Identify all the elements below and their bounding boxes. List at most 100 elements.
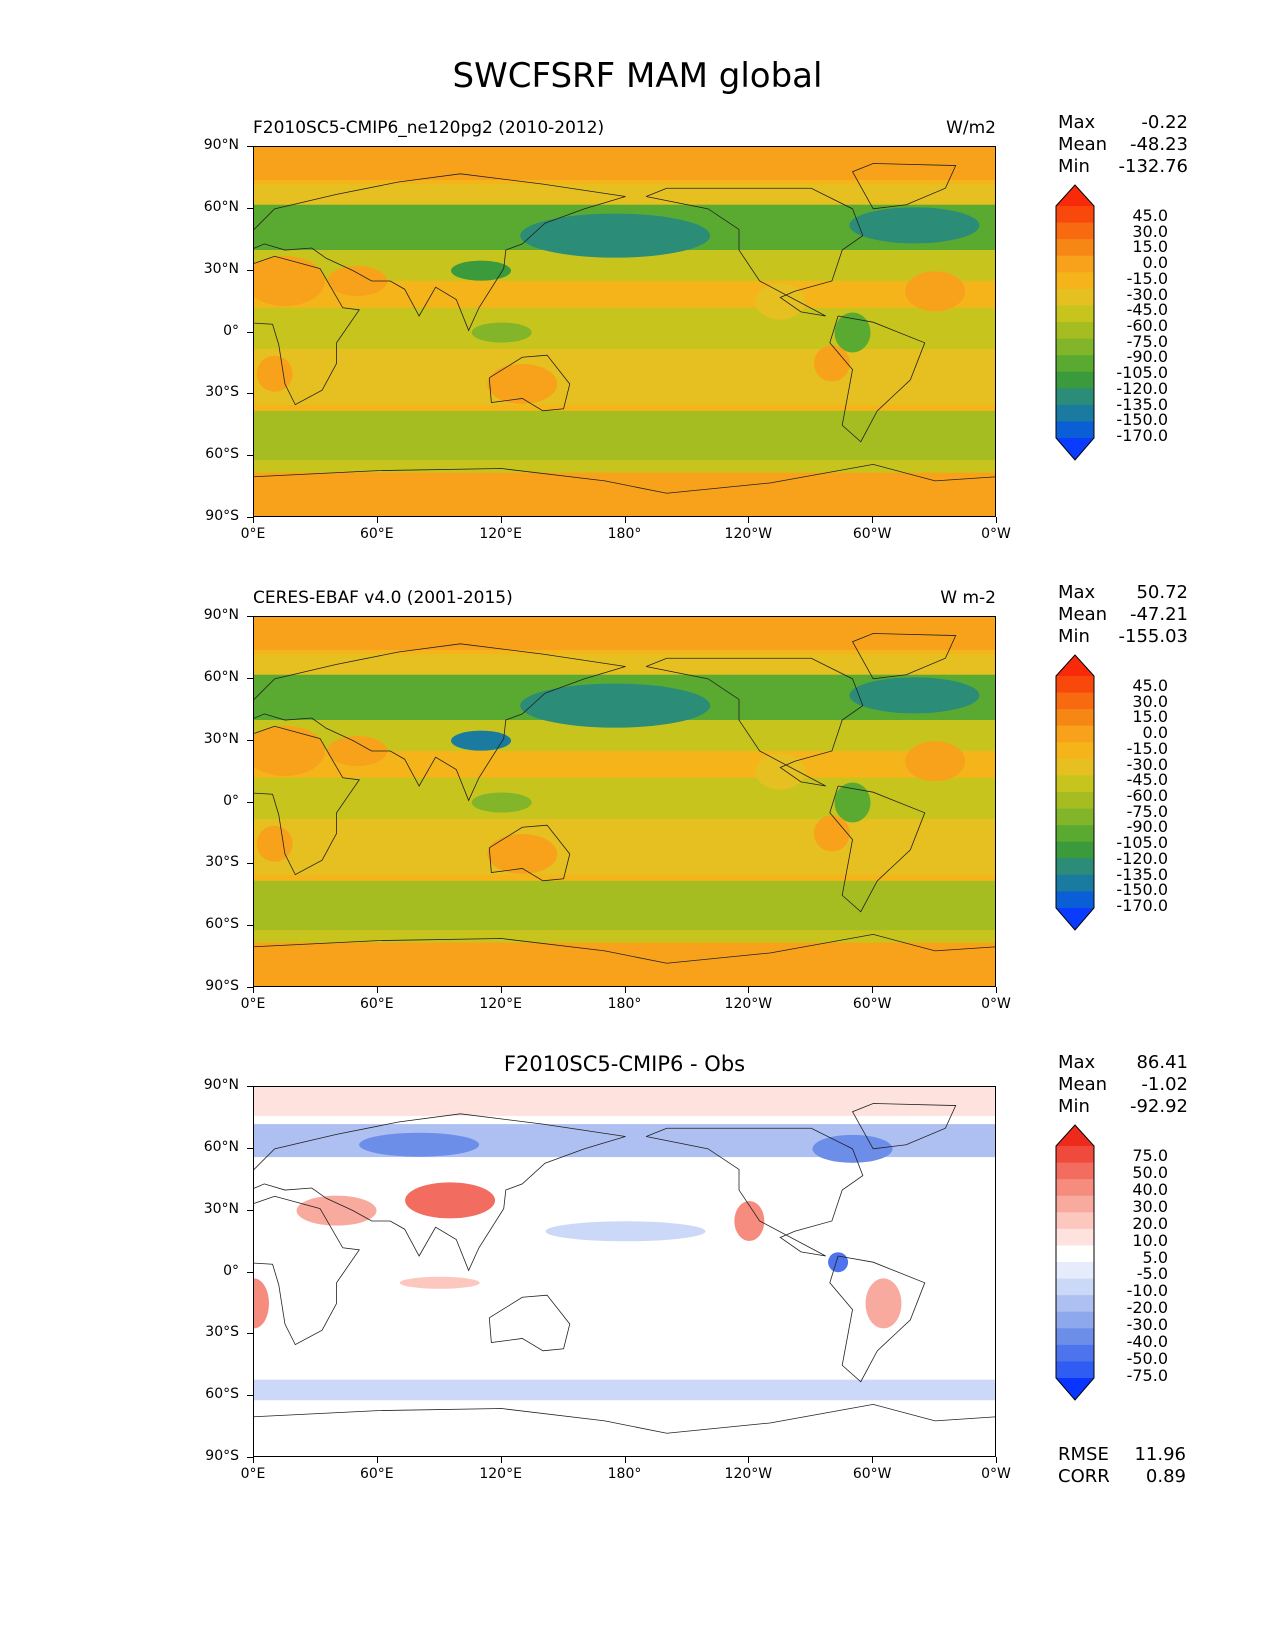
blob-australia: [487, 364, 558, 405]
y-tick-label: 30°N: [203, 260, 239, 277]
y-tick-label: 30°N: [203, 1200, 239, 1217]
stats-block: Max 86.41 Mean -1.02 Min -92.92: [1058, 1052, 1188, 1118]
coastline-antarctica: [254, 934, 995, 964]
blob-north-atlantic: [849, 207, 980, 244]
colorbar-label: -20.0: [1126, 1298, 1168, 1318]
blob-east-asia: [451, 730, 512, 751]
panel-center-title: F2010SC5-CMIP6 - Obs: [503, 1052, 746, 1076]
x-tick-mark: [748, 987, 750, 993]
band-southern-ocean: [254, 1379, 995, 1401]
y-tick-label: 60°N: [203, 1138, 239, 1155]
colorbar-label: -150.0: [1116, 410, 1168, 430]
blob-atlantic-subtropics: [905, 271, 966, 312]
colorbar-segment: [1056, 338, 1094, 356]
coastline-antarctica: [254, 464, 995, 494]
y-tick-mark: [247, 1271, 253, 1273]
y-tick-mark: [247, 1395, 253, 1397]
colorbar-segment: [1056, 1278, 1094, 1296]
colorbar-segment: [1056, 355, 1094, 373]
colorbar-segment: [1056, 1344, 1094, 1363]
blob-north-pacific: [520, 213, 711, 258]
colorbar-segment: [1056, 1262, 1094, 1280]
y-tick-label: 30°S: [205, 1324, 239, 1341]
blob-peru-stratocu: [813, 815, 850, 852]
colorbar: [1055, 1124, 1095, 1401]
stat-max: Max 86.41: [1058, 1052, 1188, 1073]
colorbar-label: -50.0: [1126, 1349, 1168, 1369]
colorbar-label: 45.0: [1132, 206, 1168, 225]
x-tick-label: 180°: [607, 526, 642, 542]
colorbar-segment: [1056, 1162, 1094, 1180]
error-stats: RMSE 11.96 CORR 0.89: [1058, 1444, 1186, 1488]
colorbar-label: 50.0: [1132, 1162, 1168, 1182]
colorbar-segment: [1056, 825, 1094, 843]
colorbar-segment: [1056, 222, 1094, 240]
colorbar-label: 10.0: [1132, 1230, 1168, 1250]
x-tick-label: 0°E: [240, 526, 266, 542]
colorbar-extend-min: [1056, 1378, 1094, 1400]
colorbar-segment: [1056, 1179, 1094, 1197]
band-itcz: [254, 777, 995, 819]
x-tick-mark: [500, 1457, 502, 1463]
blob-peru-stratocu: [813, 345, 850, 382]
stat-min: Min -155.03: [1058, 626, 1188, 647]
colorbar-label: -90.0: [1126, 347, 1168, 367]
y-tick-label: 60°S: [205, 1386, 239, 1403]
blob-amazon: [834, 782, 871, 823]
y-tick-label: 60°N: [203, 198, 239, 215]
blob-brazil-positive: [865, 1278, 902, 1329]
y-tick-mark: [247, 801, 253, 803]
colorbar-segment: [1056, 725, 1094, 743]
colorbar-label: 30.0: [1132, 221, 1168, 241]
x-tick-label: 60°E: [359, 1466, 394, 1482]
y-tick-mark: [247, 1333, 253, 1335]
blob-arabia: [327, 265, 388, 296]
colorbar-label: -120.0: [1116, 848, 1168, 868]
colorbar-label: -170.0: [1116, 896, 1168, 915]
colorbar-segment: [1056, 388, 1094, 406]
blob-maritime-continent: [471, 792, 532, 813]
blob-pacific-negative: [545, 1221, 706, 1242]
blob-north-pacific: [520, 683, 711, 728]
x-tick-mark: [253, 1457, 254, 1463]
colorbar-label: -135.0: [1116, 864, 1168, 884]
coastline-australia: [488, 354, 571, 412]
coastline-namerica: [645, 657, 864, 787]
colorbar-label: 30.0: [1132, 1196, 1168, 1216]
colorbar-label: 0.0: [1142, 723, 1168, 743]
y-tick-label: 90°S: [205, 978, 239, 994]
coastline-eurasia: [254, 643, 626, 802]
colorbar-label: 30.0: [1132, 691, 1168, 711]
y-tick-label: 30°S: [205, 854, 239, 871]
blob-colombia-negative: [828, 1252, 849, 1273]
colorbar: [1055, 184, 1095, 461]
y-tick-mark: [247, 987, 253, 988]
colorbar-segment: [1056, 272, 1094, 290]
x-tick-label: 60°W: [852, 526, 892, 542]
x-tick-mark: [376, 517, 378, 523]
x-tick-mark: [376, 1457, 378, 1463]
colorbar-label: -15.0: [1126, 738, 1168, 758]
colorbar-segment: [1056, 841, 1094, 859]
stats-block: Max -0.22 Mean -48.23 Min -132.76: [1058, 112, 1188, 178]
coastline-eurasia: [254, 1113, 626, 1272]
map-field: [254, 147, 995, 516]
y-tick-label: 0°: [223, 792, 239, 809]
map-plot: [253, 1086, 996, 1457]
colorbar-segment: [1056, 1311, 1094, 1329]
colorbar-label: 15.0: [1132, 237, 1168, 257]
colorbar-label: 20.0: [1132, 1213, 1168, 1233]
map-plot: [253, 616, 996, 987]
blob-east-pacific: [755, 753, 806, 790]
x-tick-mark: [624, 517, 626, 523]
blob-middle-east: [296, 1195, 377, 1226]
colorbar-segment: [1056, 692, 1094, 710]
y-tick-label: 90°N: [203, 607, 239, 623]
band-southern-ocean: [254, 410, 995, 461]
x-tick-mark: [872, 1457, 874, 1463]
coastline-samerica: [829, 785, 926, 913]
y-tick-mark: [247, 517, 253, 518]
stat-mean: Mean -1.02: [1058, 1074, 1188, 1095]
blob-china-positive: [405, 1182, 496, 1219]
band-itcz: [254, 307, 995, 349]
